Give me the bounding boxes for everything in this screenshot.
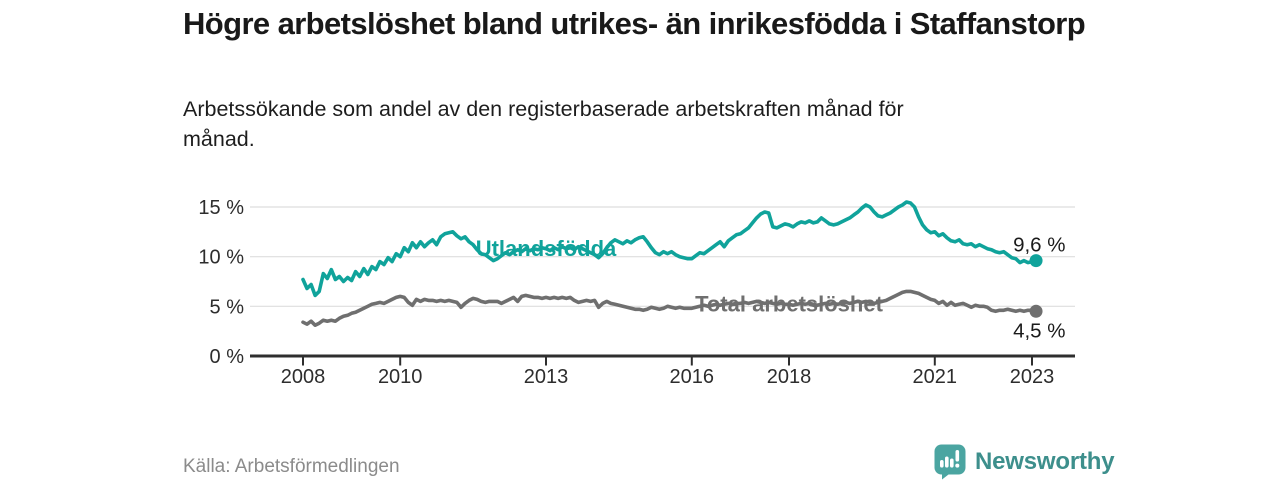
x-axis-label-2016: 2016 bbox=[670, 366, 715, 388]
x-axis-label-2013: 2013 bbox=[524, 366, 569, 388]
x-axis-label-2010: 2010 bbox=[378, 366, 423, 388]
series-label-total-arbetsl-shet: Total arbetslöshet bbox=[695, 291, 884, 316]
newsworthy-logo-text: Newsworthy bbox=[975, 448, 1115, 475]
newsworthy-logo: Newsworthy bbox=[934, 444, 1115, 480]
x-axis-label-2018: 2018 bbox=[767, 366, 812, 388]
source-note: Källa: Arbetsförmedlingen bbox=[183, 456, 400, 477]
series-label-utlandsf-dda: Utlandsfödda bbox=[476, 236, 617, 261]
y-axis-label-0pct: 0 % bbox=[210, 346, 245, 368]
y-axis-label-10pct: 10 % bbox=[198, 247, 244, 269]
y-axis-label-15pct: 15 % bbox=[198, 197, 244, 219]
series-line-utlandsf-dda bbox=[301, 200, 1038, 298]
newsworthy-logo-icon bbox=[934, 444, 966, 480]
end-value-label-total-arbetsl-shet: 4,5 % bbox=[1013, 320, 1065, 343]
series-end-dot-total-arbetsl-shet bbox=[1029, 304, 1043, 318]
x-axis-label-2021: 2021 bbox=[913, 366, 958, 388]
x-axis-label-2008: 2008 bbox=[281, 366, 326, 388]
series-end-dot-utlandsf-dda bbox=[1029, 254, 1043, 268]
end-value-label-utlandsf-dda: 9,6 % bbox=[1013, 234, 1065, 257]
chart-subtitle: Arbetssökande som andel av den registerb… bbox=[183, 97, 904, 151]
chart-title: Högre arbetslöshet bland utrikes- än inr… bbox=[183, 6, 1086, 41]
y-axis-label-5pct: 5 % bbox=[210, 296, 245, 318]
x-axis-label-2023: 2023 bbox=[1010, 366, 1055, 388]
series-line-total-arbetsl-shet bbox=[301, 289, 1038, 328]
